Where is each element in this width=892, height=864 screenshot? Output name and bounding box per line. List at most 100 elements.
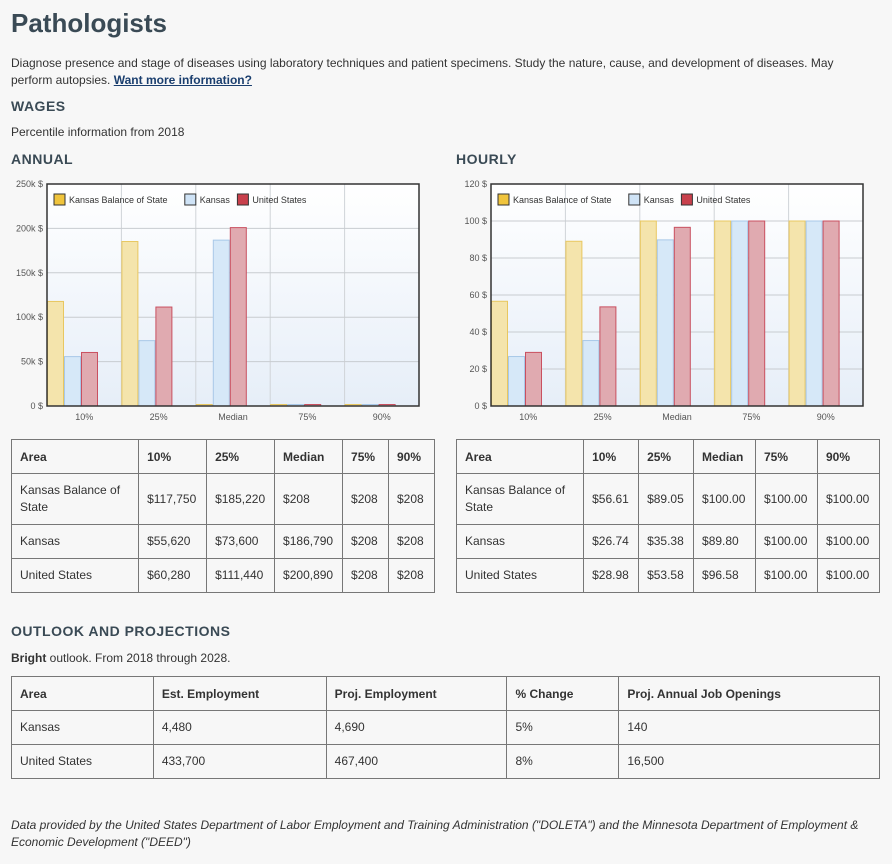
table-cell: $100.00	[816, 558, 881, 593]
outlook-rating: Bright	[11, 651, 47, 665]
table-cell: $96.58	[693, 558, 756, 593]
y-tick-label: 150k $	[16, 268, 43, 278]
legend-swatch	[236, 193, 249, 206]
table-row: United States $60,280 $111,440 $200,890 $208…	[10, 558, 435, 593]
column-header: Proj. Employment	[325, 676, 508, 711]
bar	[64, 356, 81, 407]
table-cell: $100.00	[816, 524, 881, 559]
legend-swatch	[628, 193, 641, 206]
annual-heading: ANNUAL	[11, 151, 74, 167]
table-cell: Kansas	[455, 524, 585, 559]
description-text: Diagnose presence and stage of diseases …	[11, 56, 834, 87]
bar	[491, 300, 508, 407]
legend-label: United States	[696, 195, 751, 205]
table-cell: United States	[10, 558, 140, 593]
table-cell: $89.05	[638, 473, 695, 525]
plot-frame	[490, 183, 864, 407]
table-row: Kansas Balance of State $56.61 $89.05 $100.…	[455, 473, 881, 525]
legend-swatch	[497, 193, 510, 206]
table-row: Kansas Balance of State $117,750 $185,220 $…	[10, 473, 435, 525]
table-cell: $100.00	[693, 473, 756, 525]
table-cell: $208	[274, 473, 344, 525]
table-cell: Kansas	[11, 710, 154, 745]
table-cell: $35.38	[638, 524, 695, 559]
hourly-heading: HOURLY	[456, 151, 517, 167]
table-cell: $55,620	[138, 524, 208, 559]
occupation-description: Diagnose presence and stage of diseases …	[11, 55, 871, 89]
hourly-wage-chart: 0 $ 20 $ 40 $ 60 $ 80 $ 100 $ 120 $ 10% 25% Media…	[464, 179, 864, 422]
wages-heading: WAGES	[11, 98, 66, 114]
column-header: 90%	[816, 439, 881, 474]
table-cell: $56.61	[583, 473, 640, 525]
column-header: Est. Employment	[152, 676, 327, 711]
legend-label: Kansas Balance of State	[69, 195, 168, 205]
x-tick-label: 25%	[150, 412, 168, 422]
bar	[656, 239, 674, 407]
outlook-period: outlook. From 2018 through 2028.	[46, 651, 231, 665]
table-cell: $60,280	[138, 558, 208, 593]
annual-wage-table: Area 10% 25% Median 75% 90% Kansas Balance of…	[10, 439, 435, 593]
x-tick-label: 90%	[373, 412, 391, 422]
hourly-wage-table: Area 10% 25% Median 75% 90% Kansas Balance of…	[455, 439, 881, 593]
y-tick-label: 200k $	[16, 223, 43, 233]
table-cell: $208	[342, 473, 389, 525]
column-header: 90%	[388, 439, 435, 474]
bar	[212, 239, 230, 407]
column-header: Area	[10, 439, 140, 474]
column-header: % Change	[506, 676, 620, 711]
bar	[508, 356, 525, 407]
legend-swatch	[53, 193, 66, 206]
table-cell: $111,440	[206, 558, 276, 593]
bar	[673, 226, 691, 407]
bar	[155, 306, 173, 407]
table-cell: 4,690	[325, 710, 508, 745]
x-tick-label: 25%	[594, 412, 612, 422]
legend-label: Kansas	[200, 195, 231, 205]
outlook-text: Bright outlook. From 2018 through 2028.	[11, 651, 230, 665]
page-title: Pathologists	[11, 8, 168, 38]
table-row: Kansas 4,480 4,690 5% 140	[11, 710, 880, 745]
bar	[599, 306, 617, 407]
table-row: Kansas $26.74 $35.38 $89.80 $100.00 $100.00	[455, 524, 881, 559]
table-cell: $100.00	[755, 473, 818, 525]
table-cell: $208	[342, 524, 389, 559]
legend-label: United States	[252, 195, 307, 205]
table-cell: 8%	[506, 744, 620, 779]
bar	[47, 300, 64, 407]
table-cell: $208	[388, 524, 435, 559]
y-tick-label: 0 $	[30, 401, 43, 411]
bar	[731, 220, 749, 407]
x-tick-label: Median	[662, 412, 692, 422]
column-header: 75%	[755, 439, 818, 474]
outlook-heading: OUTLOOK AND PROJECTIONS	[11, 623, 231, 639]
table-cell: United States	[455, 558, 585, 593]
y-tick-label: 120 $	[464, 179, 487, 189]
more-info-link[interactable]: Want more information?	[113, 73, 252, 87]
column-header: 75%	[342, 439, 389, 474]
table-cell: 5%	[506, 710, 620, 745]
bar	[138, 340, 156, 407]
table-cell: United States	[11, 744, 154, 779]
data-source-footer: Data provided by the United States Depar…	[11, 818, 859, 849]
table-row: United States 433,700 467,400 8% 16,500	[11, 744, 880, 779]
table-cell: $100.00	[755, 558, 818, 593]
y-tick-label: 250k $	[16, 179, 43, 189]
table-cell: $117,750	[138, 473, 208, 525]
bar	[788, 220, 806, 407]
bar	[714, 220, 732, 407]
table-row: United States $28.98 $53.58 $96.58 $100.00 $1…	[455, 558, 881, 593]
column-header: 25%	[206, 439, 276, 474]
bar	[525, 351, 542, 407]
table-cell: $73,600	[206, 524, 276, 559]
annual-table-header: Area 10% 25% Median 75% 90%	[10, 439, 435, 474]
wages-subtitle: Percentile information from 2018	[11, 125, 185, 139]
y-tick-label: 100 $	[464, 216, 487, 226]
column-header: Area	[11, 676, 154, 711]
bar	[748, 220, 766, 407]
x-tick-label: 10%	[75, 412, 93, 422]
table-cell: $208	[388, 558, 435, 593]
table-cell: $200,890	[274, 558, 344, 593]
bar	[565, 240, 583, 407]
column-header: 10%	[583, 439, 640, 474]
